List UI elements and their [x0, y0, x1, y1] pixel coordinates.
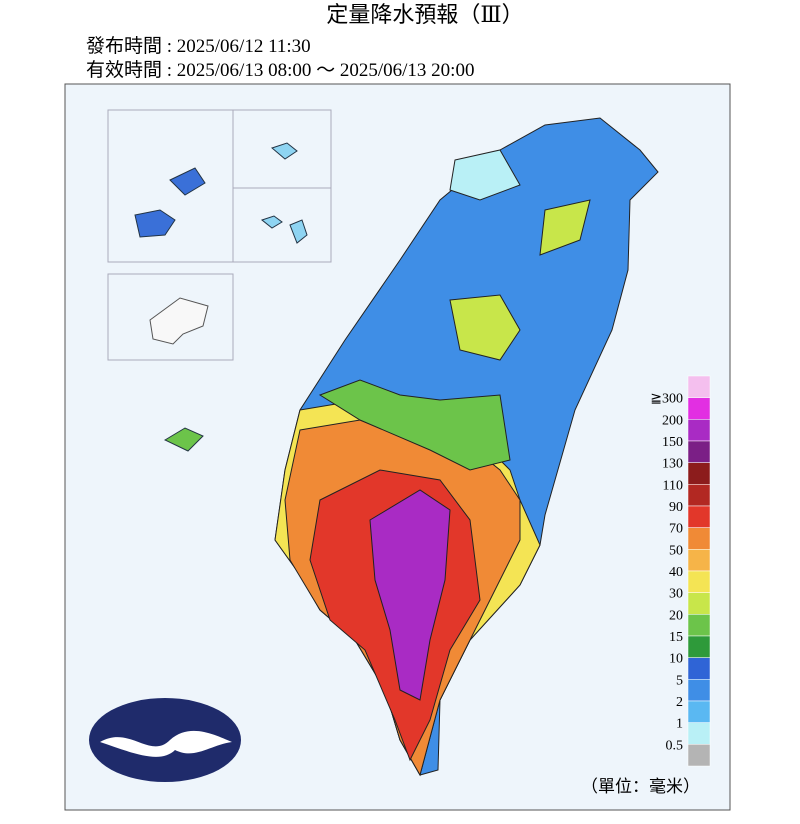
legend-swatch: [687, 592, 711, 615]
legend-label: 50: [669, 543, 683, 558]
legend-swatch: [687, 657, 711, 680]
insets: [107, 109, 332, 361]
logo: [89, 698, 241, 782]
legend-label: 0.5: [666, 738, 684, 753]
islet: [163, 427, 204, 452]
legend-swatch: [687, 462, 711, 485]
legend-label: 20: [669, 608, 683, 623]
legend-swatch: [687, 614, 711, 637]
legend-label: 10: [669, 652, 683, 667]
legend-label: 15: [669, 630, 683, 645]
legend-swatch: [687, 375, 711, 398]
legend-swatch: [687, 635, 711, 658]
legend-label: 70: [669, 522, 683, 537]
legend-swatch: [687, 722, 711, 745]
legend-swatch: [687, 744, 711, 767]
legend-swatch: [687, 484, 711, 507]
valid-time: 有效時間 : 2025/06/13 08:00 ～ 2025/06/13 20:…: [86, 59, 474, 81]
legend-label: 40: [669, 565, 683, 580]
legend-swatch: [687, 570, 711, 593]
legend-label: 1: [676, 717, 683, 732]
legend-swatch: [687, 419, 711, 442]
penghu-island: [134, 167, 206, 238]
legend-label: 90: [669, 500, 683, 515]
legend-swatch: [687, 440, 711, 463]
legend: ≧300 200 150 130 110 90 70 50 40 30 20 15 10 5 2 1 0.5: [650, 375, 711, 767]
legend-swatch: [687, 397, 711, 420]
issued-time: 發布時間 : 2025/06/12 11:30: [86, 35, 311, 57]
legend-label: 130: [662, 457, 683, 472]
kinmen-island: [149, 297, 209, 345]
legend-label: ≧300: [650, 392, 683, 407]
legend-label: 110: [663, 478, 683, 493]
legend-swatch: [687, 527, 711, 550]
unit-label: （單位：毫米）: [581, 777, 700, 796]
legend-swatch: [687, 679, 711, 702]
legend-label: 30: [669, 587, 683, 602]
legend-swatch: [687, 505, 711, 528]
legend-swatch: [687, 700, 711, 723]
legend-label: 2: [676, 695, 683, 710]
legend-label: 150: [662, 435, 683, 450]
legend-label: 5: [676, 673, 683, 688]
taiwan-map: [274, 117, 659, 777]
legend-label: 200: [662, 413, 683, 428]
legend-swatch: [687, 549, 711, 572]
title: 定量降水預報（Ⅲ）: [326, 2, 523, 27]
matsu-island: [260, 142, 308, 244]
